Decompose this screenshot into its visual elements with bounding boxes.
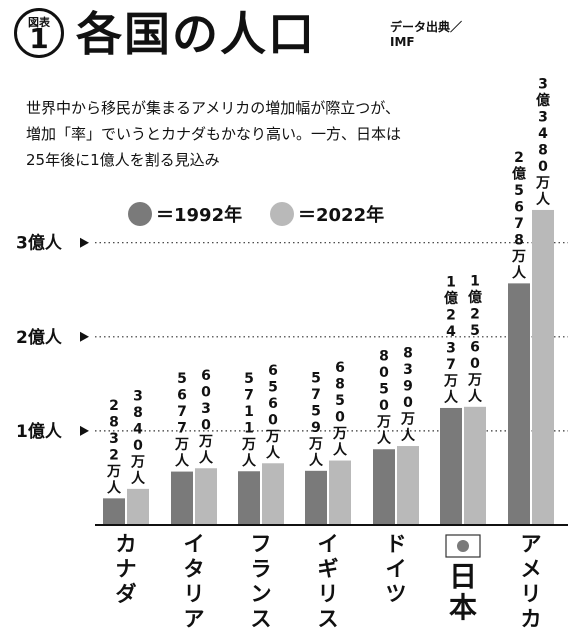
- y-tick-arrow: [80, 425, 89, 436]
- bar: [103, 498, 125, 525]
- chart-title: 各国の人口: [76, 7, 316, 61]
- figure-label: 図表: [28, 16, 50, 29]
- bar: [397, 446, 419, 525]
- bar-value-label: 6 0 3 0 万人: [198, 368, 214, 467]
- legend-label: ＝2022年: [298, 204, 384, 226]
- y-tick-arrow: [80, 237, 89, 248]
- y-tick-arrow: [80, 331, 89, 342]
- bar: [532, 209, 554, 526]
- bar-value-label: 1 億 2 4 3 7 万人: [443, 274, 459, 406]
- legend-label: ＝1992年: [156, 204, 242, 226]
- bar-value-label: 5 6 7 7 万人: [174, 371, 190, 470]
- bar-value-label: 2 億 5 6 7 8 万人: [511, 150, 527, 282]
- y-tick-label: 1億人: [16, 421, 63, 442]
- bar: [464, 406, 486, 525]
- legend-swatch: [128, 202, 152, 226]
- source-note: データ出典／ IMF: [390, 20, 462, 50]
- y-tick-label: 3億人: [16, 233, 63, 254]
- bar-value-label: 2 8 3 2 万人: [106, 398, 122, 497]
- category-label: イギリス: [318, 532, 339, 631]
- bar: [238, 471, 260, 525]
- category-label: フランス: [251, 532, 272, 631]
- bar: [262, 463, 284, 525]
- category-label: アメリカ: [521, 532, 542, 631]
- bar-value-label: 3 億 3 4 8 0 万人: [535, 76, 551, 208]
- legend-swatch: [270, 202, 294, 226]
- bar-value-label: 3 8 4 0 万人: [130, 388, 146, 487]
- y-tick-label: 2億人: [16, 327, 63, 348]
- bar: [373, 449, 395, 525]
- bar-value-label: 8 0 5 0 万人: [376, 349, 392, 448]
- figure-number: 1: [29, 22, 49, 55]
- figure-badge: 図表 1: [14, 8, 64, 58]
- bar: [305, 470, 327, 525]
- bar-value-label: 8 3 9 0 万人: [400, 346, 416, 445]
- bar-value-label: 1 億 2 5 6 0 万人: [467, 273, 483, 405]
- source-label: データ出典／: [390, 20, 463, 34]
- bar: [329, 460, 351, 525]
- chart-description: 世界中から移民が集まるアメリカの増加幅が際立つが、増加「率」でいうとカナダもかな…: [26, 99, 402, 169]
- bar: [508, 283, 530, 525]
- bar-value-label: 5 7 5 9 万人: [308, 370, 324, 469]
- bar-value-label: 6 8 5 0 万人: [332, 360, 348, 459]
- japan-flag-sun: [457, 540, 469, 552]
- category-label: イタリア: [184, 532, 205, 631]
- category-label: カナダ: [116, 532, 137, 606]
- bar: [171, 471, 193, 525]
- bar: [195, 468, 217, 525]
- bar: [440, 407, 462, 525]
- category-label: 日本: [449, 560, 477, 624]
- bar: [127, 488, 149, 525]
- bar-value-label: 6 5 6 0 万人: [265, 363, 281, 462]
- source-name: IMF: [390, 35, 415, 49]
- bar-value-label: 5 7 1 1 万人: [241, 371, 257, 470]
- category-label: ドイツ: [386, 532, 407, 606]
